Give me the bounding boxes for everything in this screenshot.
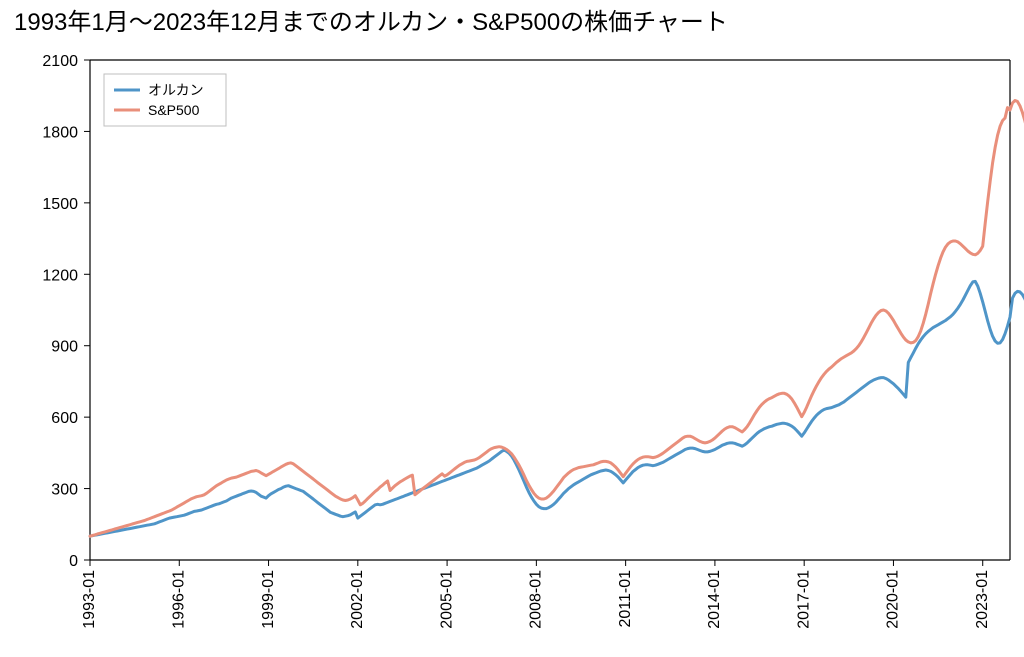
x-tick-label: 2011-01: [617, 570, 634, 628]
x-tick-label: 2020-01: [885, 570, 902, 629]
y-tick-label: 1500: [42, 196, 78, 213]
y-tick-label: 900: [51, 339, 78, 356]
y-tick-label: 0: [69, 553, 78, 570]
legend-label-1: S&P500: [148, 102, 200, 118]
x-tick-label: 2014-01: [706, 570, 723, 629]
stock-price-line-chart: 1993年1月～2023年12月までのオルカン・S&P500の株価チャート 0 30…: [0, 0, 1024, 657]
legend: オルカン S&P500: [104, 74, 226, 126]
x-tick-label: 1993-01: [81, 570, 98, 629]
x-tick-label: 2005-01: [438, 570, 455, 629]
chart-container: 1993年1月～2023年12月までのオルカン・S&P500の株価チャート 0 30…: [0, 0, 1024, 657]
chart-title: 1993年1月～2023年12月までのオルカン・S&P500の株価チャート: [14, 9, 728, 36]
x-tick-label: 2008-01: [528, 570, 545, 629]
x-tick-label: 2017-01: [795, 570, 812, 629]
x-tick-label: 1999-01: [260, 570, 277, 629]
y-tick-label: 1800: [42, 124, 78, 141]
y-tick-label: 1200: [42, 267, 78, 284]
y-tick-label: 2100: [42, 53, 78, 70]
legend-label-0: オルカン: [148, 82, 204, 98]
x-tick-label: 2023-01: [974, 570, 991, 629]
y-tick-label: 300: [51, 482, 78, 499]
x-tick-label: 1996-01: [170, 570, 187, 629]
x-tick-label: 2002-01: [349, 570, 366, 629]
y-tick-label: 600: [51, 410, 78, 427]
